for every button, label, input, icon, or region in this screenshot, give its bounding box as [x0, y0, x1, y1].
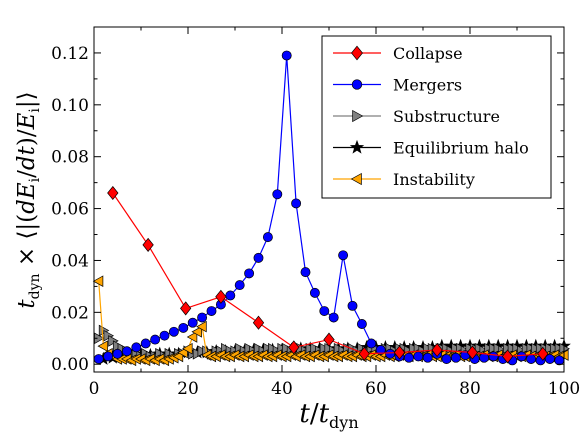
x-tick-label: 40	[271, 379, 293, 399]
data-point	[479, 352, 490, 363]
data-point	[554, 355, 565, 366]
y-tick-labels: 0.00 0.02 0.04 0.06 0.08 0.10 0.12	[51, 44, 89, 375]
data-point	[196, 320, 207, 333]
x-tick-label: 0	[89, 379, 100, 399]
data-point	[526, 354, 537, 364]
y-tick-label: 0.04	[51, 251, 89, 271]
data-point	[385, 348, 396, 359]
data-point	[347, 300, 358, 311]
data-point	[338, 250, 349, 261]
legend-item: Collapse	[333, 44, 463, 63]
data-point	[544, 354, 555, 364]
y-tick-label: 0.00	[51, 355, 89, 375]
data-point	[244, 268, 255, 279]
legend-marker	[349, 139, 365, 154]
data-point	[215, 289, 227, 304]
y-tick-label: 0.08	[51, 148, 89, 168]
data-point	[206, 306, 217, 316]
data-point	[488, 351, 499, 362]
data-point	[92, 275, 104, 287]
legend-item: Substructure	[333, 107, 500, 126]
legend-marker	[351, 79, 363, 90]
series-layer	[92, 50, 571, 367]
data-point	[131, 342, 142, 353]
data-point	[186, 331, 198, 343]
data-point	[413, 351, 424, 362]
data-point	[300, 267, 311, 278]
data-point	[356, 319, 367, 329]
data-point	[187, 317, 198, 328]
series-mergers	[93, 50, 565, 366]
data-point	[516, 351, 527, 362]
data-point	[291, 198, 302, 209]
data-point	[403, 352, 414, 363]
data-point	[309, 287, 320, 298]
data-point	[393, 345, 406, 360]
data-point	[159, 330, 170, 341]
data-point	[121, 346, 132, 357]
data-point	[328, 312, 339, 323]
data-point	[97, 340, 108, 352]
data-point	[450, 352, 461, 363]
x-tick-label: 80	[459, 379, 481, 399]
data-point	[93, 354, 104, 364]
y-tick-label: 0.10	[51, 96, 89, 116]
data-point	[197, 312, 208, 323]
data-point	[262, 232, 273, 243]
legend-item: Equilibrium halo	[333, 139, 529, 158]
data-point	[142, 237, 154, 252]
legend-marker	[351, 45, 363, 61]
data-point	[180, 301, 192, 316]
data-point	[358, 346, 370, 361]
x-tick-label: 60	[365, 379, 387, 399]
legend-label: Substructure	[393, 107, 500, 126]
data-point	[107, 185, 119, 201]
data-point	[501, 349, 514, 364]
y-axis-title: tdyn × ⟨|(dEi/dt)/Ei|⟩	[14, 91, 43, 308]
tick-layer	[93, 27, 565, 372]
data-point	[537, 346, 549, 361]
data-point	[466, 345, 479, 360]
data-point	[319, 306, 330, 316]
y-tick-label: 0.02	[51, 303, 89, 323]
legend-label: Equilibrium halo	[393, 139, 529, 158]
x-axis-title: t/tdyn	[299, 399, 358, 432]
data-point	[103, 351, 114, 362]
legend: Collapse Mergers Substructure Equilibrium h…	[321, 35, 552, 199]
data-point	[281, 50, 292, 61]
data-point	[225, 290, 236, 301]
y-tick-label: 0.12	[51, 44, 89, 64]
data-point	[112, 348, 123, 359]
data-point	[168, 326, 179, 337]
legend-label: Instability	[393, 170, 475, 189]
x-tick-label: 20	[177, 379, 199, 399]
data-point	[272, 189, 283, 200]
legend-marker	[352, 109, 364, 123]
x-tick-labels: 0 20 40 60 80 100	[89, 379, 581, 399]
data-point	[182, 342, 193, 355]
series-collapse	[107, 185, 549, 364]
data-point	[140, 338, 151, 349]
data-point	[191, 326, 202, 338]
legend-label: Mergers	[393, 76, 462, 95]
data-point	[178, 322, 189, 333]
data-point	[234, 280, 245, 291]
data-point	[366, 338, 377, 349]
x-tick-label: 100	[548, 379, 580, 399]
data-point	[441, 354, 452, 364]
data-point	[431, 342, 443, 358]
data-point	[150, 334, 161, 345]
data-point	[252, 315, 265, 330]
legend-label: Collapse	[393, 44, 463, 63]
y-tick-label: 0.06	[51, 200, 89, 220]
data-point	[288, 340, 300, 355]
data-point	[323, 332, 335, 347]
legend-marker	[350, 172, 362, 186]
data-point	[375, 345, 386, 355]
data-point	[253, 252, 264, 263]
legend-item: Mergers	[333, 76, 462, 95]
legend-item: Instability	[333, 170, 475, 189]
data-point	[422, 352, 433, 363]
